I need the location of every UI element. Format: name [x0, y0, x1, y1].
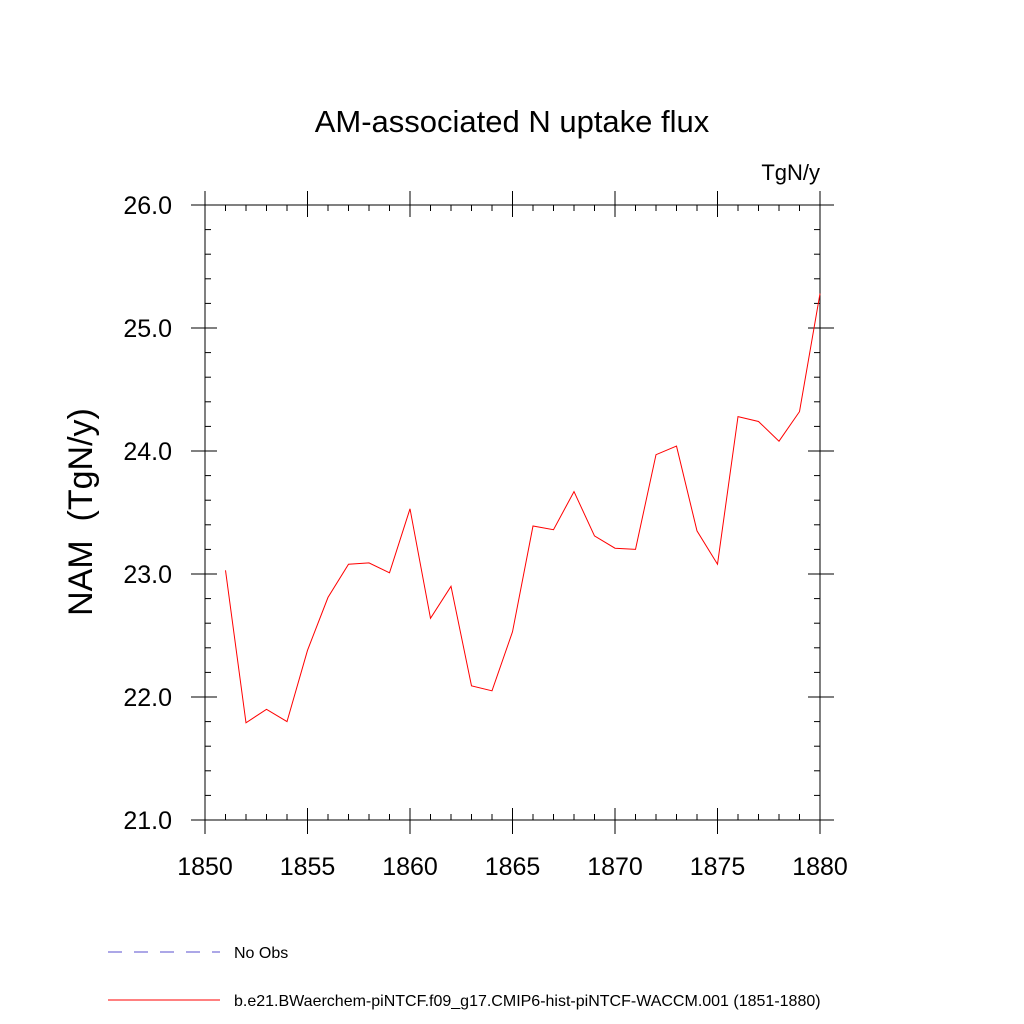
- y-tick-label: 24.0: [123, 438, 172, 466]
- y-tick-label: 21.0: [123, 807, 172, 835]
- x-tick-label: 1865: [485, 853, 541, 881]
- series-line: [225, 293, 821, 724]
- x-tick-label: 1870: [587, 853, 643, 881]
- legend-label: b.e21.BWaerchem-piNTCF.f09_g17.CMIP6-his…: [234, 993, 821, 1010]
- x-tick-label: 1880: [792, 853, 848, 881]
- x-tick-label: 1850: [177, 853, 233, 881]
- y-tick-label: 25.0: [123, 315, 172, 343]
- chart-title: AM-associated N uptake flux: [315, 104, 710, 139]
- plot-frame: [204, 204, 821, 821]
- y-tick-label: 22.0: [123, 684, 172, 712]
- axis-ticks: [191, 191, 834, 834]
- units-label: TgN/y: [761, 160, 820, 185]
- legend-label: No Obs: [234, 945, 288, 962]
- x-tick-label: 1860: [382, 853, 438, 881]
- axis-tick-labels: 1850 1855 1860 1865 1870 1875 1880 21.0 22.0 23.0…: [123, 192, 847, 881]
- series-lines: [225, 293, 821, 724]
- x-tick-label: 1855: [280, 853, 336, 881]
- legend: No Obs b.e21.BWaerchem-piNTCF.f09_g17.CMI…: [108, 945, 821, 1010]
- y-tick-label: 26.0: [123, 192, 172, 220]
- y-tick-label: 23.0: [123, 561, 172, 589]
- x-tick-label: 1875: [690, 853, 746, 881]
- y-axis-label: NAM (TgN/y): [62, 408, 100, 616]
